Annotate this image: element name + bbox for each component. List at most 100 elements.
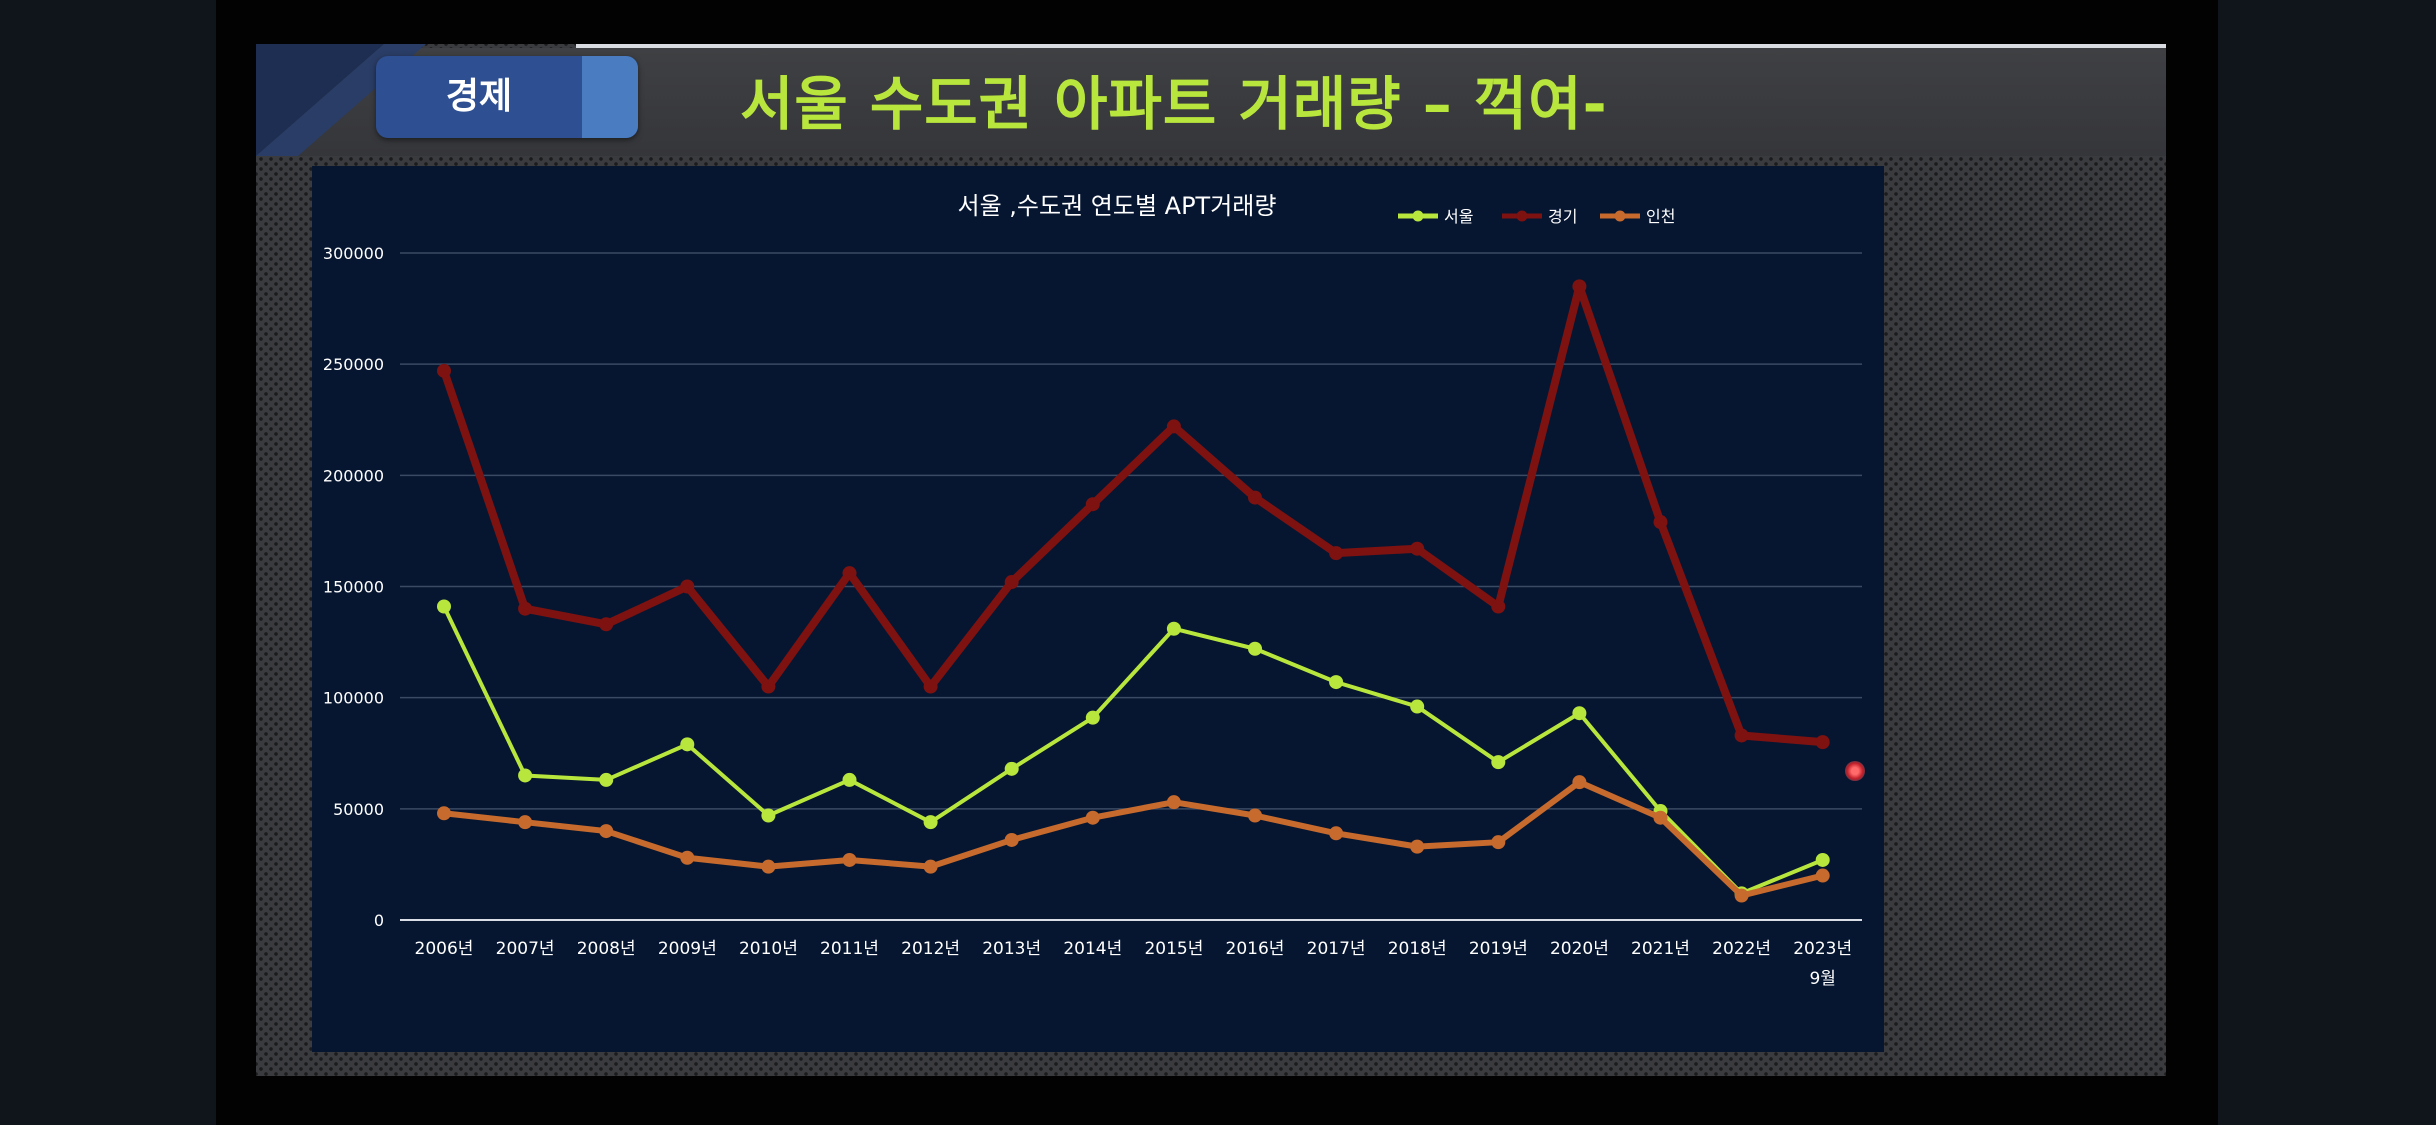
y-axis-ticks: 0 50000 100000 150000 200000 250000 300000 [323, 244, 384, 930]
x-tick-label: 2017년 [1307, 939, 1366, 959]
x-tick-label: 2021년 [1631, 939, 1690, 959]
x-tick-label: 2012년 [901, 939, 960, 959]
legend-swatch-dot [1516, 210, 1528, 222]
data-point [1815, 735, 1830, 750]
y-tick-label: 150000 [323, 578, 384, 597]
x-tick-label: 2008년 [577, 939, 636, 959]
data-point [1410, 699, 1425, 714]
y-tick-label: 250000 [323, 355, 384, 374]
data-point [842, 566, 857, 581]
data-point [518, 815, 533, 830]
left-border [0, 0, 216, 1125]
series-line [440, 282, 1827, 747]
data-point [1572, 775, 1587, 790]
cursor-marker [1845, 761, 1865, 781]
x-axis-ticks: 2006년 2007년 2008년 2009년 2010년 2011년 2012년 2013년… [415, 939, 1853, 989]
category-badge-label: 경제 [445, 76, 513, 117]
x-tick-label: 2007년 [496, 939, 555, 959]
data-point [761, 808, 776, 823]
legend-label: 경기 [1548, 207, 1577, 226]
data-point [1329, 826, 1344, 841]
data-point [1410, 541, 1425, 556]
data-point [1004, 575, 1019, 590]
data-point [1248, 490, 1262, 505]
right-border [2218, 0, 2436, 1125]
data-point [518, 768, 533, 783]
data-point [437, 363, 451, 378]
x-tick-label: 2011년 [820, 939, 879, 959]
series-line [442, 604, 1825, 896]
header-top-line [576, 44, 2166, 48]
x-tick-label: 2009년 [658, 939, 717, 959]
data-point [1085, 497, 1100, 512]
data-point [518, 601, 533, 616]
data-point [1248, 808, 1262, 823]
data-point [1410, 839, 1425, 854]
legend-swatch-dot [1412, 210, 1424, 222]
data-point [1653, 515, 1668, 530]
data-point [1166, 795, 1181, 810]
data-point [1004, 761, 1019, 776]
y-tick-label: 50000 [333, 800, 384, 819]
series-서울 [437, 599, 1830, 901]
x-tick-label: 2022년 [1712, 939, 1771, 959]
gridlines [400, 252, 1862, 921]
x-tick-label: 2014년 [1063, 939, 1122, 959]
legend: 서울 경기 인천 [1398, 207, 1675, 226]
data-point [842, 852, 857, 867]
data-point [1166, 419, 1181, 434]
x-tick-label: 2023년 [1793, 939, 1852, 959]
data-point [1491, 599, 1506, 614]
data-point [1653, 810, 1668, 825]
x-tick-label: 2006년 [415, 939, 474, 959]
data-point [1572, 279, 1587, 294]
line-chart: 서울 ,수도권 연도별 APT거래량 0 50000 100000 150000 200… [323, 192, 1862, 989]
data-point [1491, 835, 1506, 850]
data-point [1085, 810, 1100, 825]
data-point [1491, 755, 1506, 770]
category-badge-tab [582, 56, 638, 138]
data-point [680, 850, 695, 865]
data-point [599, 617, 614, 632]
data-point [680, 737, 695, 752]
y-tick-label: 300000 [323, 244, 384, 263]
data-point [599, 824, 614, 839]
category-badge: 경제 [376, 56, 638, 138]
y-tick-label: 100000 [323, 689, 384, 708]
data-point [923, 859, 938, 874]
data-point [761, 859, 776, 874]
data-point [1734, 888, 1749, 903]
y-tick-label: 0 [374, 911, 384, 930]
data-point [761, 679, 776, 694]
data-point [1085, 710, 1100, 725]
series-경기 [437, 279, 1830, 750]
data-point [1815, 852, 1830, 867]
x-tick-label: 2020년 [1550, 939, 1609, 959]
x-tick-label: 2018년 [1388, 939, 1447, 959]
chart-title: 서울 ,수도권 연도별 APT거래량 [958, 192, 1277, 220]
data-point [1248, 641, 1262, 656]
data-point [599, 772, 614, 787]
x-tick-label: 2010년 [739, 939, 798, 959]
series-lines [437, 279, 1830, 903]
x-tick-label: 2016년 [1226, 939, 1285, 959]
series-인천 [437, 775, 1830, 903]
x-tick-label: 2019년 [1469, 939, 1528, 959]
legend-swatch-dot [1614, 210, 1626, 222]
data-point [1572, 706, 1587, 721]
data-point [437, 806, 451, 821]
data-point [923, 679, 938, 694]
series-line [441, 779, 1826, 899]
data-point [1166, 621, 1181, 636]
data-point [1329, 675, 1344, 690]
data-point [1004, 832, 1019, 847]
data-point [1815, 868, 1830, 883]
legend-label: 인천 [1646, 207, 1675, 226]
data-point [437, 599, 451, 614]
data-point [923, 815, 938, 830]
data-point [842, 772, 857, 787]
slide-title: 서울 수도권 아파트 거래량 – 꺽여- [740, 70, 1608, 138]
data-point [680, 579, 695, 594]
x-tick-label: 2015년 [1144, 939, 1203, 959]
chart-panel: 서울 ,수도권 연도별 APT거래량 0 50000 100000 150000 200… [312, 166, 1884, 1052]
